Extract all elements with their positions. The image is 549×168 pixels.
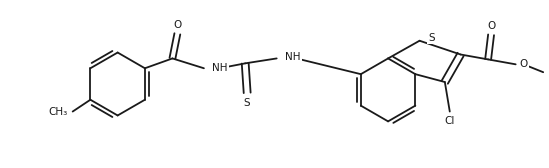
Text: O: O: [173, 20, 182, 30]
Text: O: O: [487, 21, 495, 31]
Text: NH: NH: [212, 63, 227, 73]
Text: NH: NH: [284, 52, 300, 62]
Text: Cl: Cl: [445, 116, 455, 126]
Text: O: O: [519, 59, 528, 69]
Text: S: S: [244, 98, 250, 108]
Text: CH₃: CH₃: [48, 107, 68, 117]
Text: S: S: [428, 33, 435, 43]
